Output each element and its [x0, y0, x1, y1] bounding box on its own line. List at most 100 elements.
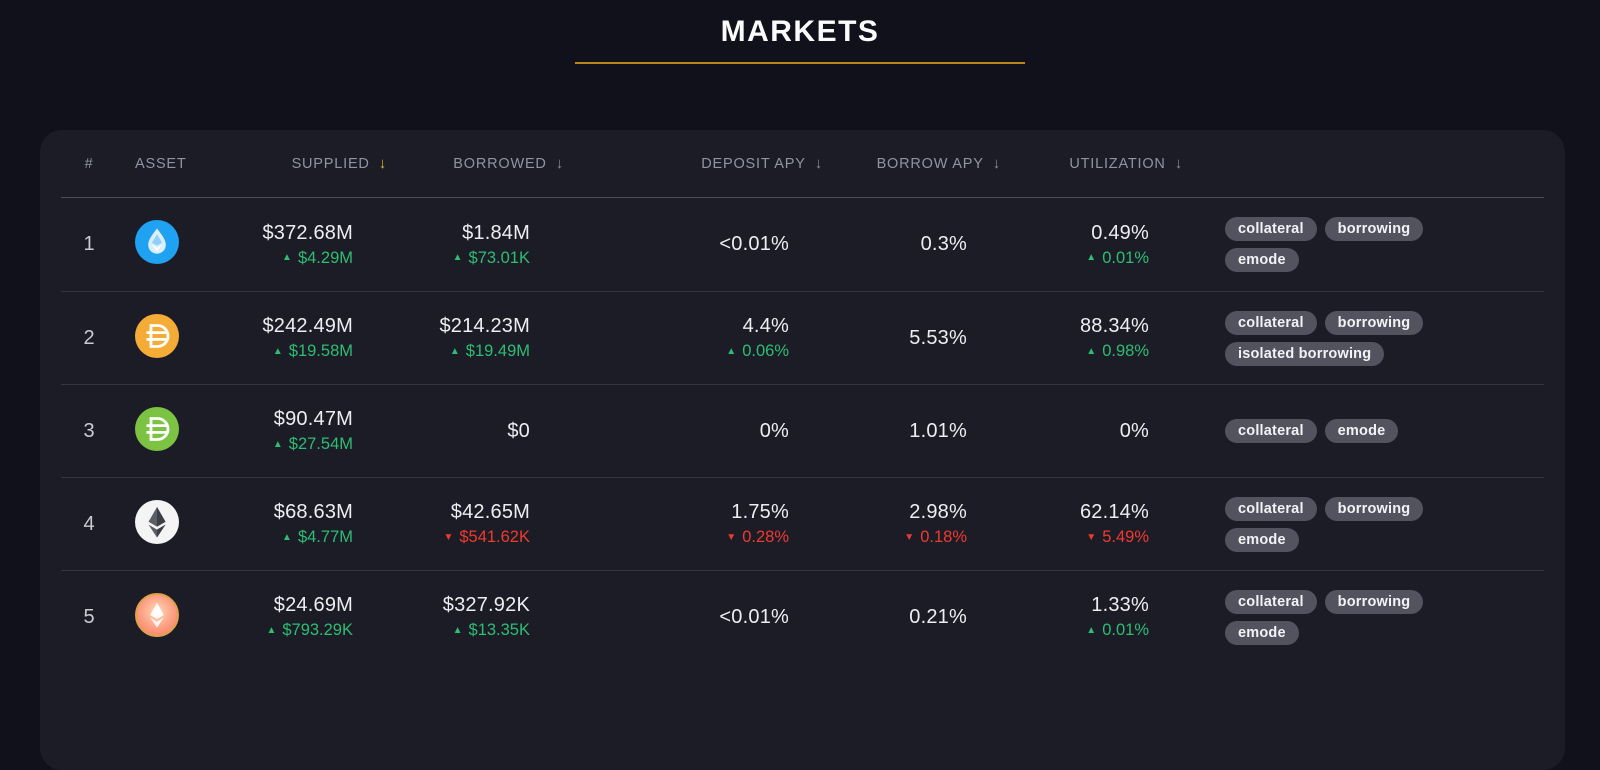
change-text: $541.62K	[459, 528, 530, 546]
deposit-apy-value: 0%	[759, 419, 789, 442]
tag-emode: emode	[1324, 419, 1399, 443]
deposit-apy-value: <0.01%	[719, 605, 789, 628]
change-text: $19.58M	[288, 342, 353, 360]
tag-emode: emode	[1225, 248, 1299, 272]
column-header-utilization[interactable]: UTILIZATION ↓	[1069, 155, 1183, 172]
up-triangle-icon: ▲	[272, 438, 283, 450]
deposit-apy-cell: 4.4% ▲ 0.06%	[726, 315, 789, 361]
up-triangle-icon: ▲	[726, 345, 737, 357]
sort-down-icon[interactable]: ↓	[378, 155, 387, 172]
change-text: $793.29K	[282, 621, 353, 639]
supplied-cell: $372.68M ▲ $4.29M	[262, 222, 353, 268]
utilization-change: ▲ 0.01%	[1086, 249, 1149, 268]
up-triangle-icon: ▲	[1086, 624, 1097, 636]
change-text: $27.54M	[288, 435, 353, 453]
sort-down-icon[interactable]: ↓	[992, 155, 1001, 172]
supplied-change: ▲ $27.54M	[273, 435, 353, 454]
tag-borrowing: borrowing	[1324, 496, 1424, 521]
tags-cell: collateral borrowing emode	[1149, 496, 1544, 552]
column-label: BORROWED	[453, 155, 547, 172]
borrowed-change: ▲ $73.01K	[453, 249, 530, 268]
tag-borrowing: borrowing	[1324, 217, 1424, 241]
change-text: $4.77M	[297, 528, 353, 546]
column-header-borrowed[interactable]: BORROWED ↓	[453, 155, 564, 172]
tags-cell: collateral borrowing emode	[1149, 589, 1544, 645]
down-triangle-icon: ▼	[1086, 531, 1097, 543]
change-text: $13.35K	[468, 621, 530, 639]
asset-cell	[117, 499, 227, 549]
page-title: MARKETS	[720, 15, 880, 48]
borrowed-change: ▼ $541.62K	[443, 528, 530, 547]
sort-down-icon[interactable]: ↓	[814, 155, 823, 172]
borrowed-value: $1.84M	[462, 221, 530, 244]
change-text: $19.49M	[465, 342, 530, 360]
up-triangle-icon: ▲	[449, 345, 460, 357]
column-header-supplied[interactable]: SUPPLIED ↓	[292, 155, 387, 172]
column-label: UTILIZATION	[1069, 155, 1166, 172]
asset-cell	[117, 406, 227, 456]
utilization-cell: 1.33% ▲ 0.01%	[1086, 594, 1149, 640]
change-text: 0.01%	[1102, 248, 1149, 267]
supplied-value: $68.63M	[273, 501, 353, 523]
eth-icon[interactable]	[135, 499, 179, 544]
down-triangle-icon: ▼	[726, 531, 737, 543]
up-triangle-icon: ▲	[1086, 252, 1097, 263]
borrowed-value: $0	[507, 419, 530, 442]
tag-collateral: collateral	[1225, 419, 1317, 443]
tag-emode: emode	[1225, 527, 1299, 552]
column-header-rank: #	[84, 155, 94, 172]
supplied-change: ▲ $793.29K	[266, 621, 353, 640]
table-row[interactable]: 2 $242.49M ▲ $19.58M $214.23M ▲ $19.49M	[61, 291, 1544, 384]
borrowed-cell: $0	[507, 420, 530, 443]
supplied-cell: $68.63M ▲ $4.77M	[274, 501, 353, 547]
table-row[interactable]: 1 $372.68M ▲ $4.29M $1.84M ▲ $73.01K	[61, 198, 1544, 291]
change-text: $4.29M	[297, 248, 353, 267]
row-rank: 2	[83, 326, 95, 349]
borrowed-change: ▲ $13.35K	[453, 621, 530, 640]
column-header-asset: ASSET	[135, 155, 187, 172]
eth-orange-coin-icon[interactable]	[135, 592, 179, 637]
tags-cell: collateral emode	[1149, 419, 1544, 443]
dai-icon[interactable]	[135, 313, 179, 358]
sdai-icon[interactable]	[135, 406, 179, 451]
asset-cell	[117, 313, 227, 363]
table-row[interactable]: 5	[61, 570, 1544, 663]
deposit-apy-cell: 1.75% ▼ 0.28%	[726, 501, 789, 547]
utilization-value: 1.33%	[1091, 594, 1149, 616]
change-text: $73.01K	[468, 248, 530, 267]
supplied-cell: $24.69M ▲ $793.29K	[266, 594, 353, 640]
supplied-value: $90.47M	[273, 408, 353, 430]
borrow-apy-cell: 5.53%	[909, 327, 967, 350]
supplied-change: ▲ $4.29M	[282, 249, 353, 268]
supplied-change: ▲ $4.77M	[282, 528, 353, 547]
up-triangle-icon: ▲	[266, 624, 277, 636]
markets-table: # ASSET SUPPLIED ↓ BORROWED ↓ DEPOSIT AP…	[61, 130, 1544, 663]
borrowed-value: $42.65M	[450, 501, 530, 523]
supplied-cell: $90.47M ▲ $27.54M	[273, 408, 353, 454]
tag-collateral: collateral	[1225, 589, 1317, 614]
title-underline	[575, 62, 1025, 64]
column-label: SUPPLIED	[291, 155, 370, 172]
supplied-value: $242.49M	[262, 315, 353, 337]
column-header-borrow-apy[interactable]: BORROW APY ↓	[877, 155, 1001, 172]
column-header-deposit-apy[interactable]: DEPOSIT APY ↓	[701, 155, 823, 172]
sort-down-icon[interactable]: ↓	[1174, 155, 1183, 172]
borrowed-cell: $1.84M ▲ $73.01K	[453, 222, 530, 268]
utilization-cell: 88.34% ▲ 0.98%	[1080, 315, 1149, 361]
down-triangle-icon: ▼	[443, 531, 454, 543]
change-text: 0.06%	[742, 342, 789, 360]
utilization-change: ▼ 5.49%	[1086, 528, 1149, 547]
steth-droplet-icon[interactable]	[135, 220, 179, 264]
tag-collateral: collateral	[1225, 217, 1317, 241]
borrowed-value: $214.23M	[439, 315, 530, 337]
sort-down-icon[interactable]: ↓	[555, 155, 564, 172]
table-row[interactable]: 3 $90.47M ▲ $27.54M $0 0%	[61, 384, 1544, 477]
utilization-value: 0%	[1119, 419, 1149, 442]
borrow-apy-value: 0.3%	[920, 233, 967, 255]
column-label: DEPOSIT APY	[701, 155, 806, 172]
up-triangle-icon: ▲	[452, 624, 463, 636]
borrowed-cell: $42.65M ▼ $541.62K	[443, 501, 530, 547]
markets-table-panel: # ASSET SUPPLIED ↓ BORROWED ↓ DEPOSIT AP…	[40, 130, 1565, 770]
utilization-change: ▲ 0.98%	[1086, 342, 1149, 361]
table-row[interactable]: 4 $68.63M ▲ $4.77M $42.65M ▼ $	[61, 477, 1544, 570]
